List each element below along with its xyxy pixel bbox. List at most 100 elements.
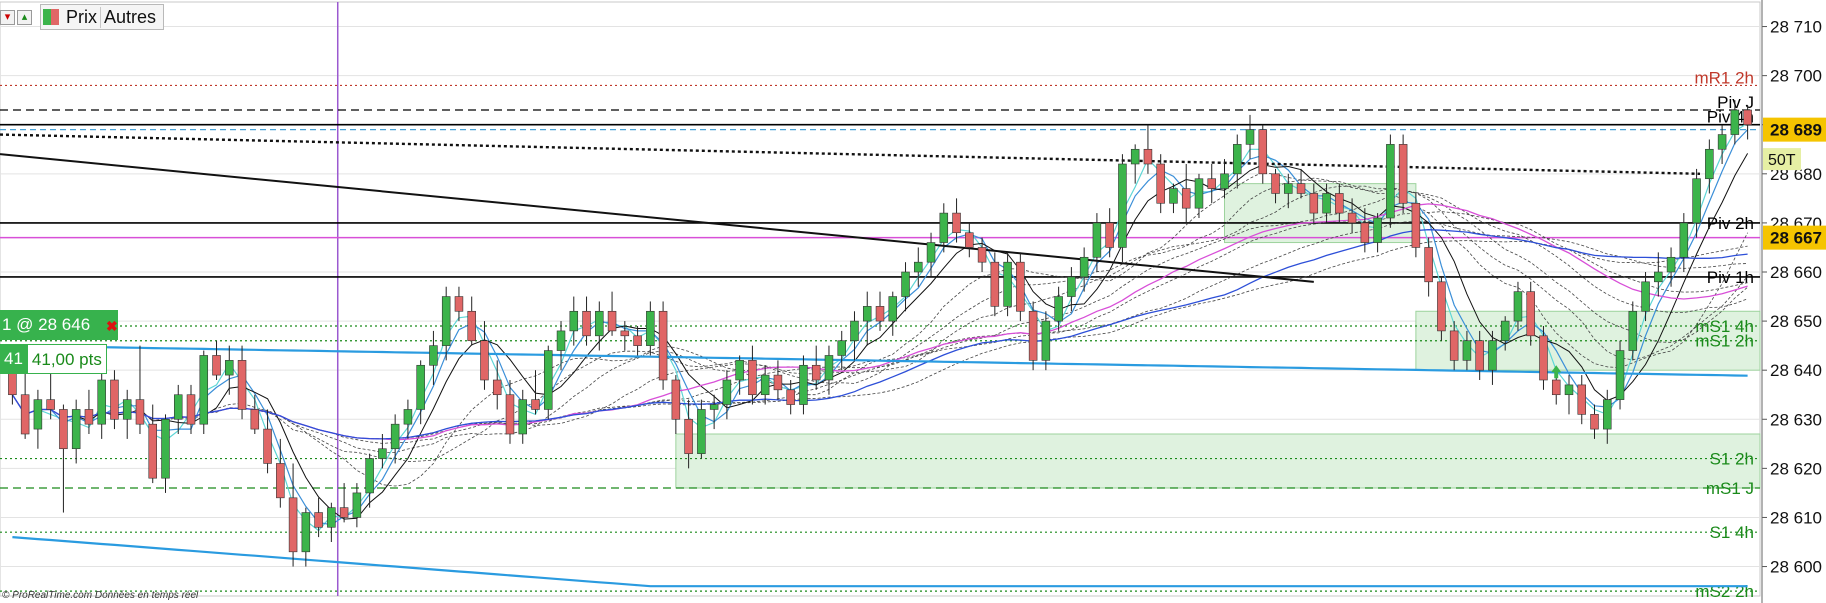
candle-body: [1335, 193, 1344, 214]
y-tick-label: 28 660: [1770, 263, 1822, 282]
candle-body: [1590, 414, 1599, 430]
candle-body: [20, 394, 30, 435]
candle-body: [339, 507, 349, 518]
ma-dashed-line: [12, 211, 1748, 440]
candle-body: [1539, 335, 1548, 381]
candle-body: [722, 379, 732, 405]
candle-body: [1475, 340, 1484, 371]
price-tag: [1763, 225, 1826, 250]
candle-body: [1577, 384, 1587, 415]
position-qty: 41: [0, 344, 27, 374]
candle-body: [1105, 222, 1114, 248]
candle-body: [1347, 212, 1357, 224]
candle-body: [799, 364, 808, 405]
candle-body: [97, 379, 106, 425]
candle-body: [862, 306, 872, 322]
candle-body: [888, 296, 898, 322]
y-tick-label: 28 620: [1770, 459, 1822, 478]
candle-body: [403, 409, 413, 425]
candle-body: [122, 399, 132, 420]
candle-body: [1398, 144, 1408, 204]
candle-body: [454, 296, 464, 312]
level-label: mS1 2h: [1695, 332, 1754, 351]
candle-body: [492, 379, 502, 396]
y-tick-label: 28 650: [1770, 312, 1822, 331]
candle-body: [1411, 202, 1421, 248]
candle-body: [748, 360, 757, 396]
candle-body: [952, 212, 961, 234]
candle-body: [1067, 276, 1076, 297]
close-position-icon[interactable]: ✖: [106, 318, 118, 334]
blue-band-line: [12, 536, 1748, 588]
candle-style-icon[interactable]: [43, 9, 59, 25]
candle-body: [914, 261, 923, 273]
candle-body: [148, 423, 157, 479]
candle-body: [288, 497, 298, 553]
candle-body: [1245, 129, 1255, 145]
ma-dashed-line: [12, 177, 1748, 463]
candle-body: [1271, 173, 1280, 194]
candle-body: [1016, 261, 1025, 312]
candle-body: [429, 345, 438, 366]
candle-body: [875, 306, 885, 322]
candle-body: [1207, 178, 1216, 189]
candle-body: [1705, 148, 1714, 180]
candle-body: [1296, 183, 1306, 194]
level-label: mS1 J: [1706, 479, 1754, 498]
candle-body: [1233, 144, 1242, 175]
candle-body: [773, 374, 783, 391]
candle-body: [620, 330, 630, 337]
candle-body: [1143, 148, 1153, 165]
position-label[interactable]: 1 @ 28 646: [0, 310, 118, 340]
tab-prix[interactable]: Prix: [66, 6, 97, 27]
candle-body: [1181, 188, 1191, 209]
candle-body: [607, 310, 617, 332]
candle-body: [684, 418, 693, 454]
candle-body: [1564, 384, 1574, 396]
candle-body: [1079, 256, 1089, 278]
candle-body: [1717, 134, 1727, 150]
candle-body: [1118, 163, 1127, 248]
candle-body: [1258, 129, 1268, 175]
candle-body: [735, 360, 744, 381]
ma-dashed-line: [12, 171, 1748, 487]
tab-autres[interactable]: Autres: [100, 6, 159, 28]
candle-body: [990, 261, 1000, 307]
candle-body: [505, 394, 515, 435]
level-label: S1 2h: [1710, 450, 1754, 469]
ma-navy-line: [11, 229, 1748, 440]
collapse-icon[interactable]: ▾: [0, 9, 15, 25]
candle-body: [1028, 310, 1038, 361]
ma-dashed-line: [12, 220, 1748, 440]
expand-icon[interactable]: ▴: [17, 9, 32, 25]
candle-body: [263, 428, 272, 464]
candle-body: [1743, 109, 1752, 126]
candle-body: [1169, 188, 1178, 204]
candle-body: [633, 335, 642, 346]
y-tick-label: 28 600: [1770, 558, 1822, 577]
candle-body: [46, 399, 55, 410]
candle-body: [1220, 173, 1229, 189]
candle-body: [582, 310, 591, 337]
ma-dashed-line: [12, 240, 1748, 440]
candle-body: [110, 379, 119, 420]
chart-toolbar: ▾ ▴ Prix Autres: [0, 4, 165, 30]
candle-body: [1424, 247, 1433, 283]
candle-body: [646, 310, 655, 346]
y-tick-label: 28 710: [1770, 18, 1822, 37]
y-tick-label: 28 630: [1770, 410, 1822, 429]
candle-body: [301, 512, 311, 553]
level-label: Piv 1h: [1707, 268, 1754, 287]
candle-body: [71, 409, 81, 450]
candle-body: [1488, 340, 1497, 371]
candle-body: [569, 310, 579, 332]
candle-body: [1666, 256, 1676, 273]
candle-body: [33, 399, 43, 430]
candle-body: [977, 247, 987, 263]
ma-dashed-line: [12, 185, 1748, 453]
ma-black-line: [11, 153, 1749, 520]
support-zone: [675, 433, 1761, 489]
up-arrow-icon: [1551, 365, 1562, 379]
candle-body: [365, 458, 374, 494]
